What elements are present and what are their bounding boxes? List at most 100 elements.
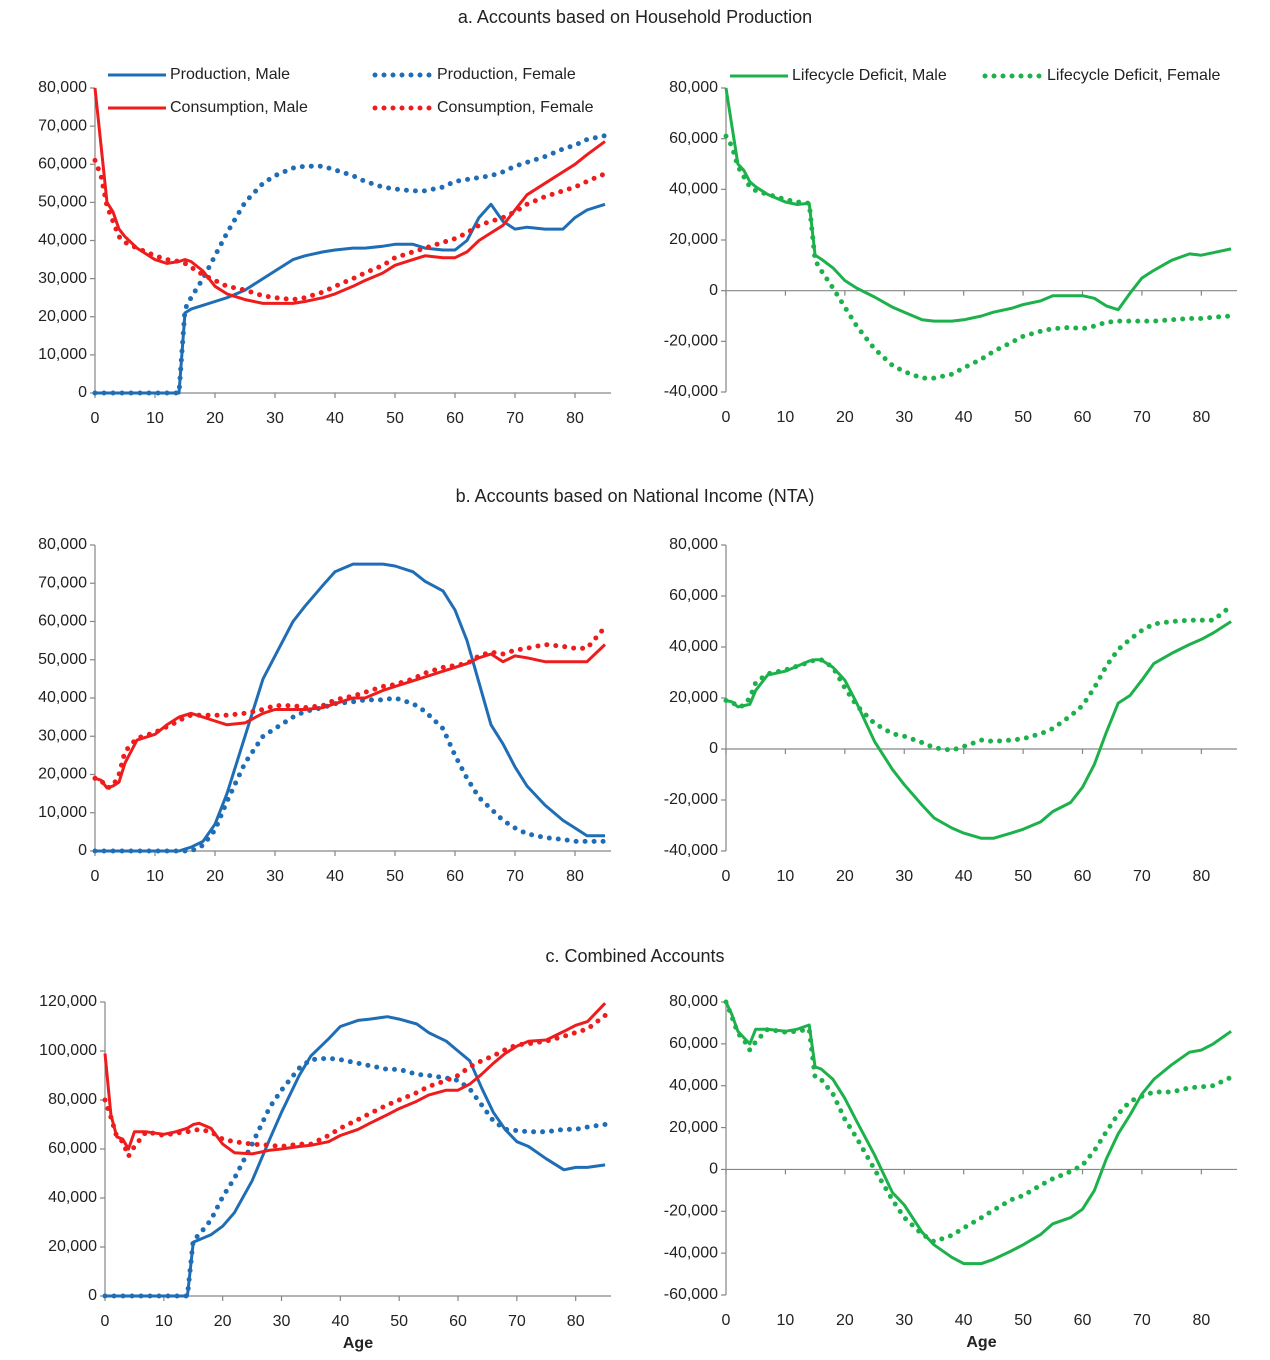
x-tick-label: 70 bbox=[1133, 868, 1151, 885]
x-tick-label: 0 bbox=[101, 1313, 110, 1330]
x-tick-label: 70 bbox=[1133, 409, 1151, 426]
data-line bbox=[95, 562, 605, 853]
y-tick-label: 0 bbox=[709, 740, 718, 757]
data-line bbox=[724, 87, 1232, 323]
x-tick-label: 50 bbox=[1014, 1312, 1032, 1329]
data-line bbox=[723, 999, 1234, 1245]
data-line bbox=[723, 603, 1234, 753]
x-tick-label: 50 bbox=[1014, 409, 1032, 426]
y-tick-label: 60,000 bbox=[669, 1035, 718, 1052]
y-tick-label: 120,000 bbox=[39, 993, 97, 1010]
x-tick-label: 50 bbox=[386, 410, 404, 427]
y-tick-label: -40,000 bbox=[664, 1244, 718, 1261]
y-tick-label: 40,000 bbox=[38, 232, 87, 249]
data-line bbox=[723, 133, 1234, 381]
x-tick-label: 10 bbox=[146, 868, 164, 885]
x-tick-label: 70 bbox=[506, 410, 524, 427]
data-line bbox=[105, 1015, 606, 1298]
x-tick-label: 10 bbox=[777, 1312, 795, 1329]
x-tick-label: 80 bbox=[1192, 1312, 1210, 1329]
y-tick-label: 20,000 bbox=[38, 308, 87, 325]
x-tick-label: 60 bbox=[446, 868, 464, 885]
data-line bbox=[95, 202, 606, 395]
y-tick-label: 10,000 bbox=[38, 346, 87, 363]
y-tick-label: 60,000 bbox=[38, 155, 87, 172]
data-line bbox=[92, 133, 608, 396]
x-tick-label: 20 bbox=[214, 1313, 232, 1330]
x-tick-label: 70 bbox=[1133, 1312, 1151, 1329]
x-tick-label: 50 bbox=[390, 1313, 408, 1330]
y-tick-label: 100,000 bbox=[39, 1042, 97, 1059]
x-tick-label: 40 bbox=[326, 868, 344, 885]
x-axis-label: Age bbox=[966, 1334, 996, 1351]
x-tick-label: 30 bbox=[273, 1313, 291, 1330]
data-line bbox=[725, 620, 1232, 840]
data-line bbox=[103, 1002, 607, 1156]
x-tick-label: 50 bbox=[386, 868, 404, 885]
x-tick-label: 40 bbox=[326, 410, 344, 427]
y-tick-label: 30,000 bbox=[38, 727, 87, 744]
x-tick-label: 80 bbox=[566, 410, 584, 427]
x-tick-label: 0 bbox=[91, 868, 100, 885]
y-tick-label: 0 bbox=[709, 282, 718, 299]
chart-title: b. Accounts based on National Income (NT… bbox=[456, 486, 815, 506]
x-tick-label: 80 bbox=[567, 1313, 585, 1330]
x-tick-label: 20 bbox=[836, 409, 854, 426]
y-tick-label: 60,000 bbox=[669, 587, 718, 604]
legend-label: Consumption, Male bbox=[170, 99, 308, 116]
y-tick-label: 0 bbox=[78, 842, 87, 859]
y-tick-label: 20,000 bbox=[669, 231, 718, 248]
x-tick-label: 40 bbox=[955, 409, 973, 426]
x-tick-label: 10 bbox=[146, 410, 164, 427]
x-tick-label: 20 bbox=[206, 410, 224, 427]
y-tick-label: 40,000 bbox=[669, 638, 718, 655]
legend-label: Lifecycle Deficit, Male bbox=[792, 67, 947, 84]
y-tick-label: 40,000 bbox=[48, 1189, 97, 1206]
x-tick-label: 10 bbox=[777, 868, 795, 885]
x-tick-label: 40 bbox=[955, 1312, 973, 1329]
y-tick-label: -20,000 bbox=[664, 1203, 718, 1220]
y-tick-label: 30,000 bbox=[38, 270, 87, 287]
x-tick-label: 70 bbox=[508, 1313, 526, 1330]
y-tick-label: 20,000 bbox=[669, 1119, 718, 1136]
chart-title: a. Accounts based on Household Productio… bbox=[458, 7, 812, 27]
x-tick-label: 10 bbox=[155, 1313, 173, 1330]
x-tick-label: 20 bbox=[206, 868, 224, 885]
x-tick-label: 10 bbox=[777, 409, 795, 426]
y-tick-label: 40,000 bbox=[669, 181, 718, 198]
x-tick-label: 20 bbox=[836, 868, 854, 885]
y-tick-label: 60,000 bbox=[38, 613, 87, 630]
legend-label: Production, Male bbox=[170, 66, 290, 83]
x-tick-label: 60 bbox=[1074, 1312, 1092, 1329]
y-tick-label: -20,000 bbox=[664, 791, 718, 808]
legend-label: Production, Female bbox=[437, 66, 576, 83]
y-tick-label: 50,000 bbox=[38, 651, 87, 668]
x-tick-label: 80 bbox=[566, 868, 584, 885]
x-tick-label: 60 bbox=[449, 1313, 467, 1330]
data-line bbox=[93, 87, 606, 305]
y-tick-label: 80,000 bbox=[669, 79, 718, 96]
y-tick-label: 10,000 bbox=[38, 804, 87, 821]
data-line bbox=[92, 695, 608, 854]
x-tick-label: 30 bbox=[266, 410, 284, 427]
data-line bbox=[102, 1055, 608, 1299]
y-tick-label: 40,000 bbox=[38, 689, 87, 706]
y-tick-label: 80,000 bbox=[669, 993, 718, 1010]
x-tick-label: 60 bbox=[446, 410, 464, 427]
y-tick-label: 60,000 bbox=[48, 1140, 97, 1157]
y-tick-label: 80,000 bbox=[669, 536, 718, 553]
y-tick-label: 0 bbox=[88, 1287, 97, 1304]
x-tick-label: 0 bbox=[722, 1312, 731, 1329]
x-tick-label: 0 bbox=[91, 410, 100, 427]
x-tick-label: 80 bbox=[1192, 868, 1210, 885]
legend-label: Lifecycle Deficit, Female bbox=[1047, 67, 1220, 84]
data-line bbox=[724, 1001, 1232, 1266]
x-tick-label: 80 bbox=[1192, 409, 1210, 426]
chart-title: c. Combined Accounts bbox=[545, 946, 724, 966]
y-tick-label: 50,000 bbox=[38, 194, 87, 211]
data-line bbox=[94, 643, 607, 790]
x-tick-label: 30 bbox=[895, 868, 913, 885]
x-tick-label: 50 bbox=[1014, 868, 1032, 885]
legend-label: Consumption, Female bbox=[437, 99, 594, 116]
